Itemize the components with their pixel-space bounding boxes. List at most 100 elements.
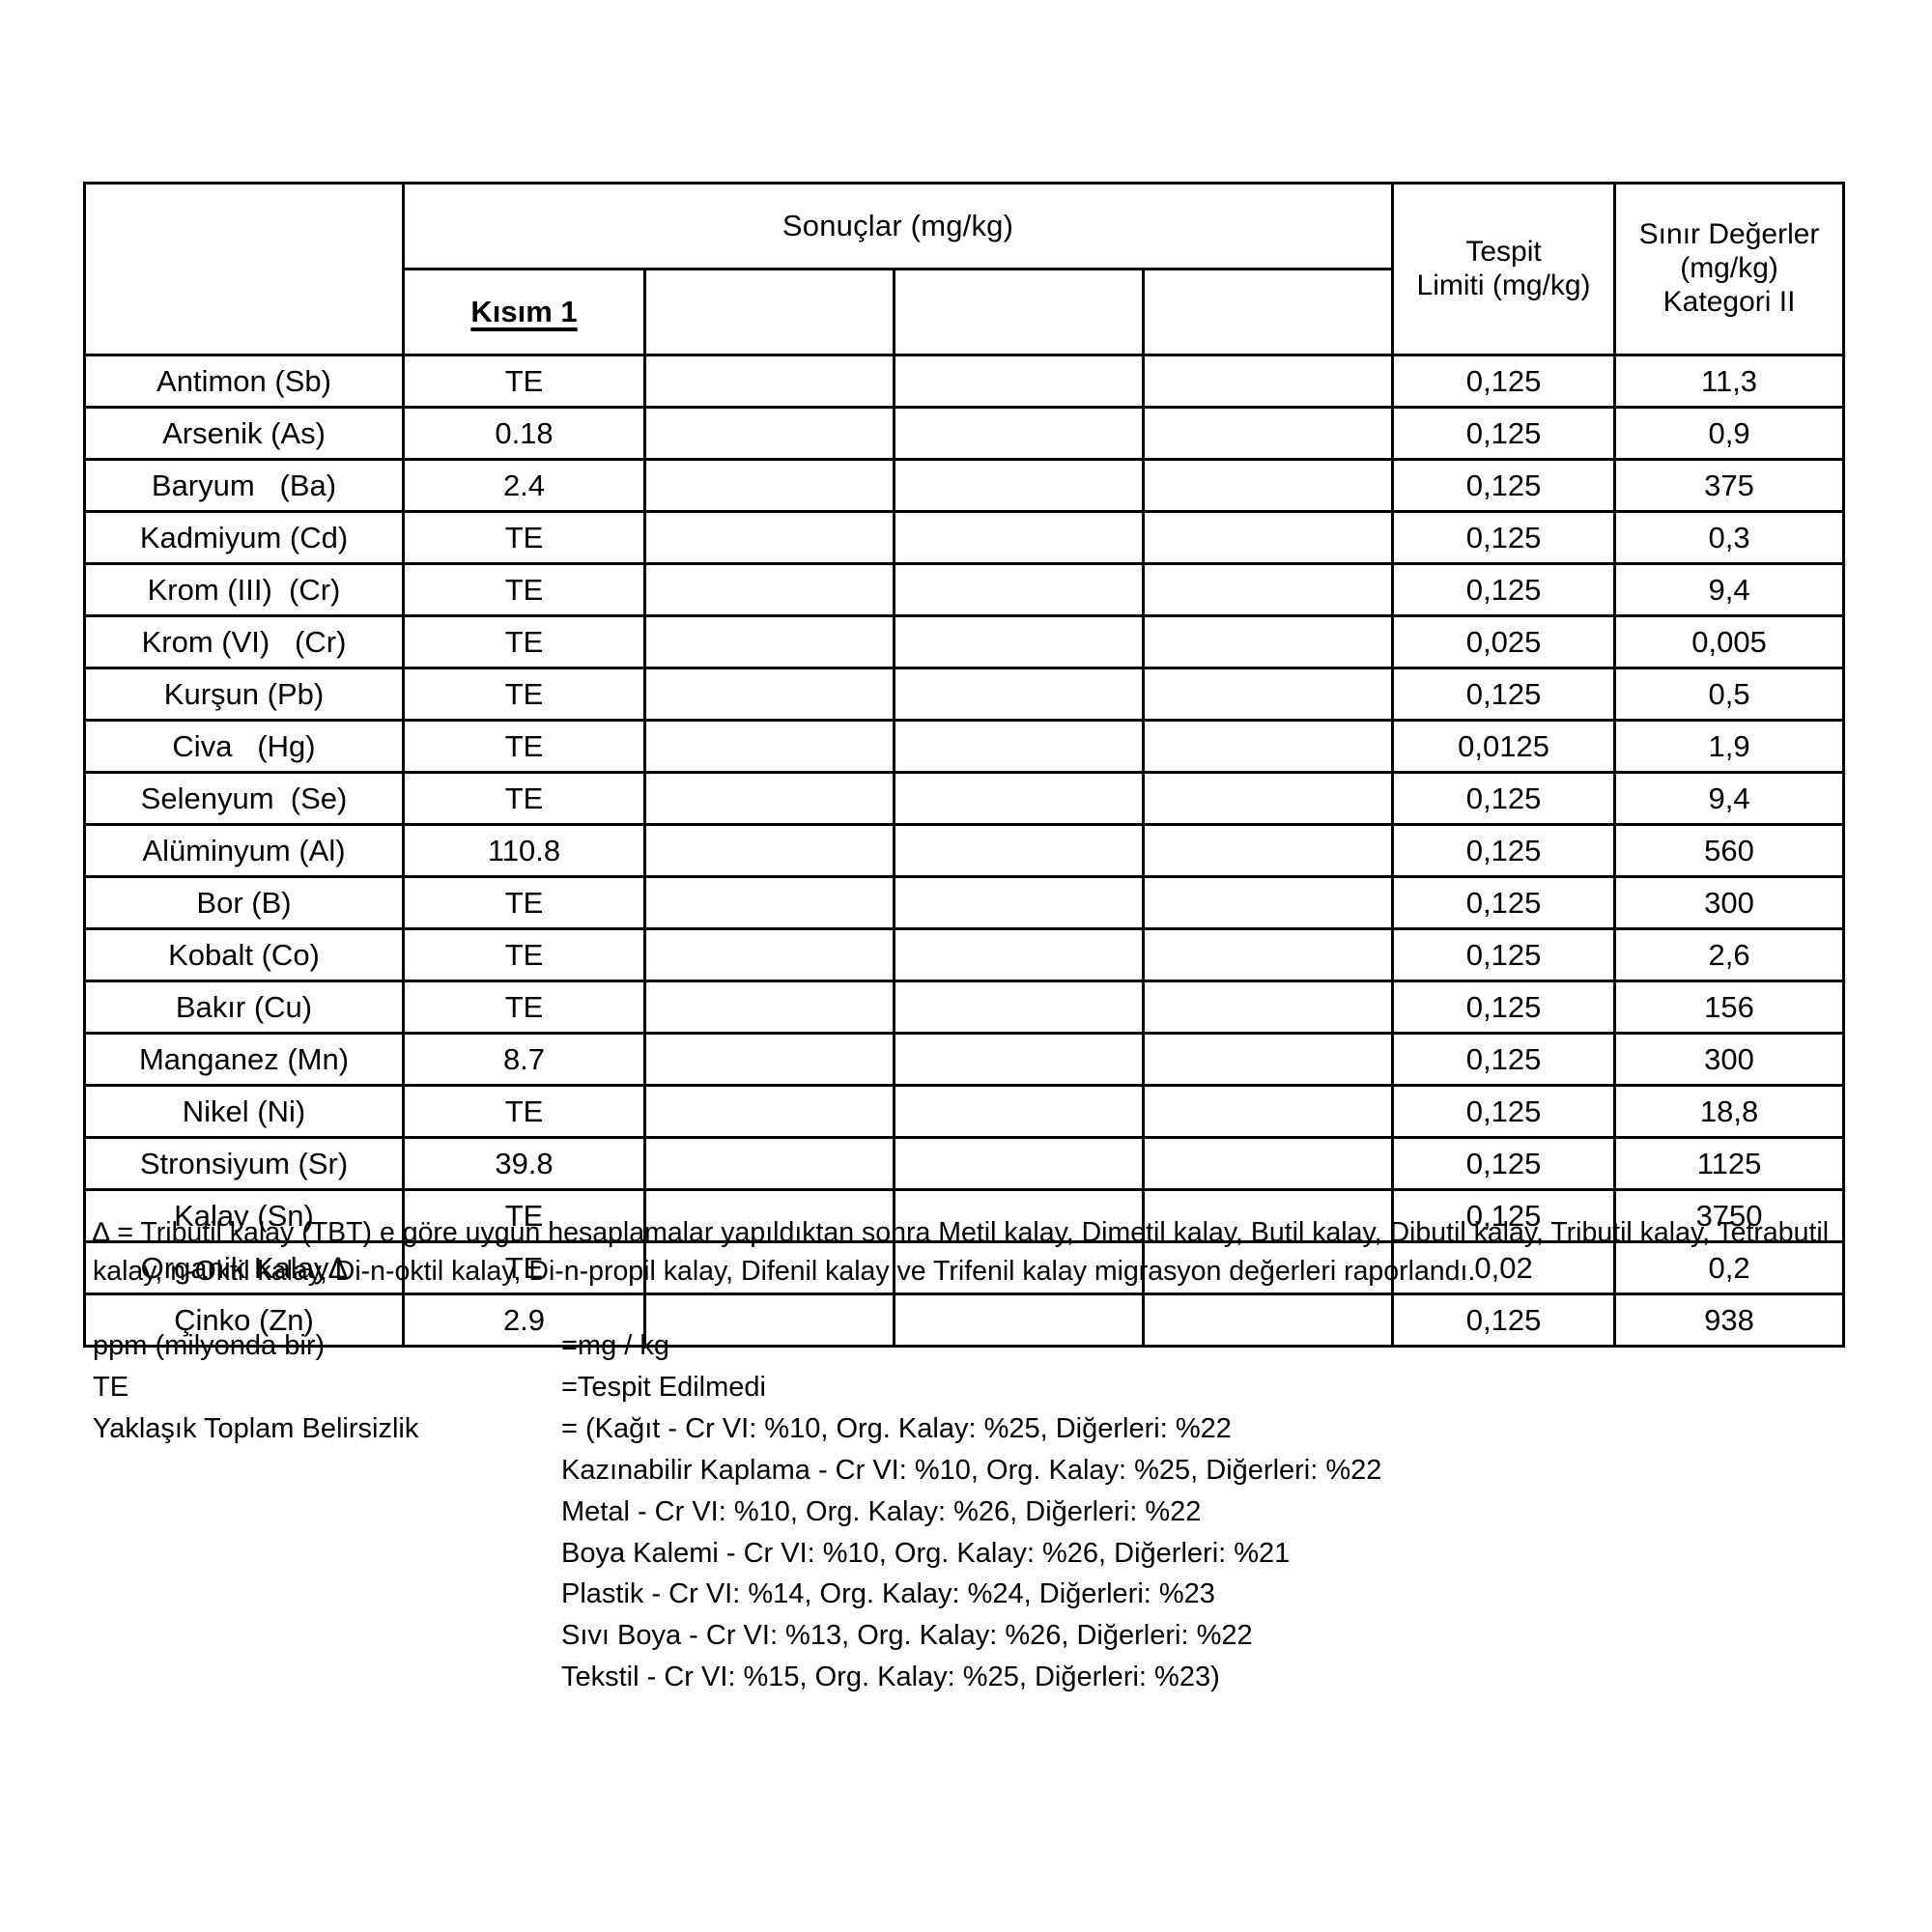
analyte-name-cell: Baryum (Ba) [83,458,405,513]
limit-value-cell: 1125 [1613,1136,1846,1191]
results-empty-cell-3 [893,406,1145,461]
analyte-name-cell: Bor (B) [83,875,405,930]
results-empty-cell-4 [1141,406,1395,461]
results-empty-cell-3 [893,771,1145,826]
results-empty-cell-3 [893,823,1145,878]
analyte-name-cell: Alüminyum (Al) [83,823,405,878]
results-empty-cell-3 [893,1240,1145,1295]
analyte-name-cell: Nikel (Ni) [83,1084,405,1139]
table-row: Bor (B) TE 0,125 300 [83,875,1846,930]
table-row: Civa (Hg) TE 0,0125 1,9 [83,719,1846,774]
kisim1-value-cell: 2.4 [402,458,646,513]
results-empty-cell-2 [643,927,895,982]
results-empty-cell-3 [893,510,1145,565]
limit-value-cell: 18,8 [1613,1084,1846,1139]
kisim1-value-cell: TE [402,614,646,669]
limit-value-cell: 300 [1613,875,1846,930]
limit-value-cell: 1,9 [1613,719,1846,774]
legend-row-te: TE =Tespit Edilmedi [93,1367,1851,1408]
results-empty-cell-4 [1141,562,1395,617]
results-empty-cell-2 [643,771,895,826]
table-row: Organik Kalay∆ TE 0,02 0,2 [83,1240,1846,1295]
analyte-name-cell: Manganez (Mn) [83,1032,405,1087]
results-empty-cell-2 [643,1032,895,1087]
detection-limit-cell: 0,125 [1391,667,1617,722]
results-empty-cell-2 [643,823,895,878]
results-empty-cell-4 [1141,458,1395,513]
results-column-3-header [893,268,1145,356]
limit-values-header: Sınır Değerler (mg/kg) Kategori II [1613,182,1846,356]
table-row: Kadmiyum (Cd) TE 0,125 0,3 [83,510,1846,565]
kisim1-value-cell: TE [402,1240,646,1295]
results-empty-cell-2 [643,1293,895,1348]
results-empty-cell-4 [1141,875,1395,930]
uncertainty-line: Boya Kalemi - Cr VI: %10, Org. Kalay: %2… [561,1537,1291,1569]
limit-value-cell: 0,005 [1613,614,1846,669]
results-empty-cell-4 [1141,1240,1395,1295]
results-empty-cell-3 [893,927,1145,982]
results-empty-cell-3 [893,458,1145,513]
results-empty-cell-4 [1141,614,1395,669]
table-header: Sonuçlar (mg/kg) Tespit Limiti (mg/kg) S… [83,182,1846,356]
results-empty-cell-4 [1141,1032,1395,1087]
results-empty-cell-3 [893,719,1145,774]
detection-limit-cell: 0,125 [1391,875,1617,930]
legend-term-te: TE [93,1371,129,1403]
kisim1-header: Kısım 1 [402,268,646,356]
limit-value-cell: 0,2 [1613,1240,1846,1295]
results-empty-cell-3 [893,980,1145,1035]
kisim1-value-cell: TE [402,719,646,774]
results-empty-cell-4 [1141,980,1395,1035]
results-empty-cell-4 [1141,510,1395,565]
kisim1-value-cell: 39.8 [402,1136,646,1191]
kisim1-value-cell: TE [402,510,646,565]
results-empty-cell-2 [643,510,895,565]
results-empty-cell-4 [1141,927,1395,982]
analyte-name-cell: Kalay (Sn) [83,1188,405,1243]
detection-limit-cell: 0,025 [1391,614,1617,669]
results-empty-cell-4 [1141,1136,1395,1191]
analyte-name-cell: Kurşun (Pb) [83,667,405,722]
limit-value-cell: 3750 [1613,1188,1846,1243]
table-row: Bakır (Cu) TE 0,125 156 [83,980,1846,1035]
results-empty-cell-4 [1141,719,1395,774]
analyte-name-cell: Organik Kalay∆ [83,1240,405,1295]
legend-def-te: =Tespit Edilmedi [561,1371,766,1403]
kisim1-value-cell: TE [402,980,646,1035]
limit-value-cell: 560 [1613,823,1846,878]
analyte-name-cell: Antimon (Sb) [83,354,405,409]
analyte-name-cell: Çinko (Zn) [83,1293,405,1348]
detection-limit-cell: 0,125 [1391,771,1617,826]
results-empty-cell-3 [893,1293,1145,1348]
analyte-name-cell: Krom (III) (Cr) [83,562,405,617]
limit-value-cell: 938 [1613,1293,1846,1348]
results-column-4-header [1141,268,1395,356]
uncertainty-line: Metal - Cr VI: %10, Org. Kalay: %26, Diğ… [561,1495,1202,1527]
detection-limit-cell: 0,125 [1391,1084,1617,1139]
uncertainty-breakdown-list: Kazınabilir Kaplama - Cr VI: %10, Org. K… [561,1450,1851,1698]
limit-value-cell: 2,6 [1613,927,1846,982]
legend-row-uncertainty: Yaklaşık Toplam Belirsizlik = (Kağıt - C… [93,1408,1851,1450]
analyte-name-cell: Civa (Hg) [83,719,405,774]
detection-limit-cell: 0,125 [1391,1188,1617,1243]
results-empty-cell-3 [893,667,1145,722]
kisim1-value-cell: TE [402,771,646,826]
results-empty-cell-2 [643,1084,895,1139]
legend-def-uncertainty-first: = (Kağıt - Cr VI: %10, Org. Kalay: %25, … [561,1412,1232,1444]
limit-value-cell: 0,5 [1613,667,1846,722]
results-empty-cell-3 [893,875,1145,930]
results-empty-cell-4 [1141,1293,1395,1348]
results-empty-cell-4 [1141,354,1395,409]
results-empty-cell-2 [643,667,895,722]
table-row: Kobalt (Co) TE 0,125 2,6 [83,927,1846,982]
detection-limit-cell: 0,125 [1391,510,1617,565]
results-empty-cell-2 [643,406,895,461]
results-empty-cell-4 [1141,1188,1395,1243]
detection-limit-cell: 0,125 [1391,406,1617,461]
limit-values-header-line3: Kategori II [1662,285,1796,318]
detection-limit-header: Tespit Limiti (mg/kg) [1391,182,1617,356]
analyte-name-cell: Stronsiyum (Sr) [83,1136,405,1191]
results-empty-cell-3 [893,354,1145,409]
table-row: Alüminyum (Al) 110.8 0,125 560 [83,823,1846,878]
